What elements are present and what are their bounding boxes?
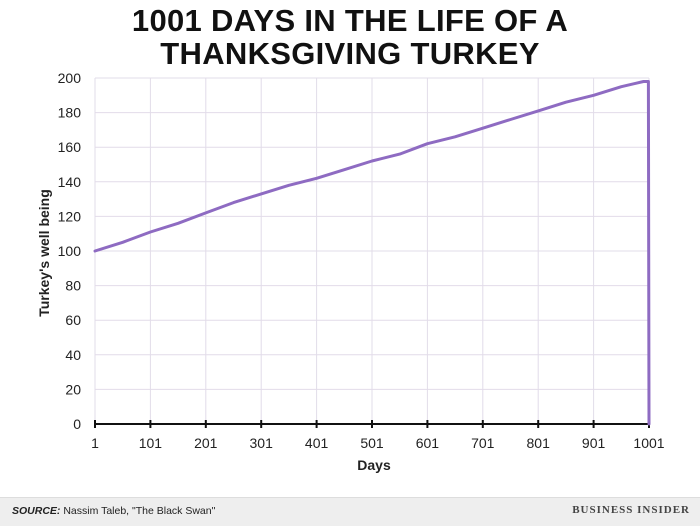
- y-tick-label: 20: [65, 381, 81, 397]
- y-tick-label: 160: [58, 139, 82, 155]
- x-tick-label: 101: [139, 435, 163, 451]
- source-label: SOURCE:: [12, 505, 61, 517]
- x-tick-label: 401: [305, 435, 329, 451]
- chart-title-line-1: 1001 DAYS IN THE LIFE OF A: [131, 3, 569, 38]
- x-axis-label: Days: [357, 457, 391, 473]
- source-note: SOURCE: Nassim Taleb, "The Black Swan": [12, 505, 215, 517]
- y-tick-label: 0: [73, 416, 81, 432]
- x-tick-label: 301: [250, 435, 274, 451]
- y-tick-label: 120: [58, 208, 82, 224]
- y-tick-label: 60: [65, 312, 81, 328]
- y-axis-label: Turkey's well being: [36, 189, 52, 317]
- x-tick-label: 901: [582, 435, 606, 451]
- x-tick-label: 1001: [633, 435, 664, 451]
- x-tick-label: 601: [416, 435, 440, 451]
- x-tick-label: 801: [527, 435, 551, 451]
- y-tick-label: 80: [65, 278, 81, 294]
- x-tick-label: 501: [360, 435, 384, 451]
- x-tick-label: 1: [91, 435, 99, 451]
- y-tick-label: 140: [58, 174, 82, 190]
- footer: SOURCE: Nassim Taleb, "The Black Swan" B…: [0, 497, 700, 526]
- y-tick-label: 200: [58, 70, 82, 86]
- source-text: Nassim Taleb, "The Black Swan": [63, 505, 216, 517]
- x-tick-label: 701: [471, 435, 495, 451]
- chart-title: 1001 DAYS IN THE LIFE OF A THANKSGIVING …: [0, 4, 700, 70]
- y-tick-label: 180: [58, 105, 82, 121]
- y-tick-label: 40: [65, 347, 81, 363]
- chart-title-line-2: THANKSGIVING TURKEY: [160, 36, 540, 71]
- x-tick-label: 201: [194, 435, 218, 451]
- series-line: [93, 80, 651, 426]
- y-tick-label: 100: [58, 243, 82, 259]
- brand-logo: BUSINESS INSIDER: [572, 504, 690, 516]
- line-chart: 1 101 201 301 401 501 601 701 801 901 1001 0 20 40 60 8…: [36, 70, 665, 473]
